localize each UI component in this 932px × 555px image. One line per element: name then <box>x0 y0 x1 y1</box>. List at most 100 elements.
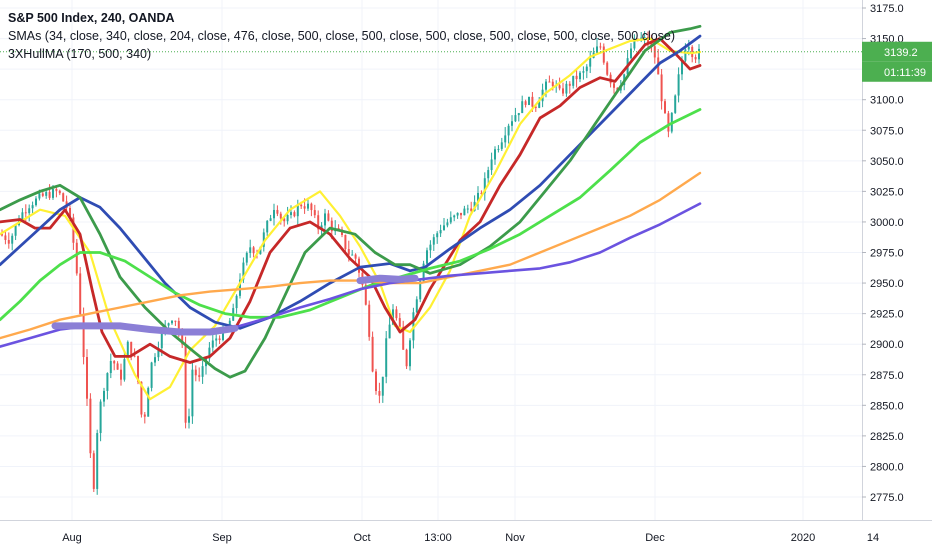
candle-body <box>106 373 109 391</box>
candle-body <box>504 135 507 143</box>
time-tick-label: Aug <box>62 532 82 544</box>
candle-body <box>497 148 500 150</box>
candle-body <box>31 205 34 209</box>
price-badge: 3139.2 01:11:39 <box>862 41 932 82</box>
candle-body <box>558 85 561 89</box>
candle-body <box>602 46 605 63</box>
sma-indicator-label[interactable]: SMAs (34, close, 340, close, 204, close,… <box>8 29 676 43</box>
candle-body <box>303 206 306 209</box>
time-tick-label: Dec <box>645 532 665 544</box>
candle-body <box>487 170 490 179</box>
candle-body <box>235 295 238 309</box>
candle-body <box>684 49 687 61</box>
candle-body <box>681 60 683 75</box>
candle-body <box>58 190 61 194</box>
candle-body <box>320 225 323 230</box>
price-tick-label: 2875.0 <box>870 370 904 382</box>
price-tick-label: 2775.0 <box>870 492 904 504</box>
price-tick-label: 2950.0 <box>870 278 904 290</box>
candle-body <box>606 62 609 75</box>
candle-body <box>62 193 65 202</box>
candle-body <box>126 341 129 360</box>
candle-body <box>249 247 252 253</box>
candle-body <box>198 375 201 377</box>
time-tick-label: Sep <box>212 532 232 544</box>
time-tick-label: 2020 <box>791 532 815 544</box>
candle-body <box>582 71 585 73</box>
candle-body <box>177 320 180 333</box>
candle-body <box>286 215 289 222</box>
candle-body <box>449 217 452 223</box>
candle-body <box>191 369 194 417</box>
time-tick-label: 14 <box>867 532 879 544</box>
candle-body <box>140 381 143 415</box>
time-axis[interactable]: Aug Sep Oct 13:00 Nov Dec 2020 14 <box>0 520 932 550</box>
price-tick-label: 2900.0 <box>870 339 904 351</box>
price-badge-value: 3139.2 <box>884 47 918 59</box>
symbol-title[interactable]: S&P 500 Index, 240, OANDA <box>8 11 175 25</box>
candle-body <box>96 433 99 489</box>
candle-body <box>409 340 411 367</box>
price-tick-label: 2800.0 <box>870 461 904 473</box>
candle-body <box>381 376 384 396</box>
candle-body <box>276 209 279 214</box>
candle-body <box>371 336 374 372</box>
candle-body <box>354 254 357 259</box>
candle-body <box>239 279 241 296</box>
candle-body <box>388 324 391 339</box>
hull-indicator-label[interactable]: 3XHullMA (170, 500, 340) <box>8 47 152 61</box>
candle-body <box>184 344 187 423</box>
candle-body <box>279 213 282 219</box>
candle-body <box>41 193 44 196</box>
candle-body <box>575 75 578 80</box>
indicator-line-3 <box>0 24 702 379</box>
candle-body <box>660 74 663 102</box>
candle-body <box>429 244 432 251</box>
indicator-line-7 <box>51 322 239 336</box>
candle-body <box>69 208 71 218</box>
candle-body <box>463 208 466 216</box>
candle-body <box>480 192 483 194</box>
candle-body <box>538 101 541 108</box>
candle-body <box>310 203 313 211</box>
candle-body <box>28 208 31 214</box>
candle-body <box>167 323 170 326</box>
candle-body <box>378 391 381 396</box>
candle-body <box>252 247 255 254</box>
candle-body <box>422 263 425 282</box>
candle-body <box>317 215 320 230</box>
candle-body <box>643 37 646 39</box>
candle-body <box>157 348 160 358</box>
candle-body <box>585 66 588 72</box>
countdown-badge-box <box>862 61 932 82</box>
candle-body <box>511 121 513 126</box>
candle-body <box>589 58 592 67</box>
candle-body <box>120 369 122 380</box>
candle-body <box>86 357 88 399</box>
candle-body <box>687 46 690 50</box>
price-badge-box <box>862 41 932 62</box>
candle-body <box>181 332 184 345</box>
candle-body <box>694 57 697 60</box>
candle-body <box>599 46 602 48</box>
price-axis[interactable]: 2775.0 2800.0 2825.0 2850.0 2875.0 2900.0 2925… <box>862 0 932 550</box>
candle-body <box>242 262 245 280</box>
candle-body <box>174 320 177 322</box>
candle-body <box>45 192 48 196</box>
candle-body <box>664 101 666 114</box>
candle-body <box>405 349 408 367</box>
candle-body <box>426 250 428 264</box>
candle-body <box>514 115 517 122</box>
candle-body <box>35 198 37 206</box>
candle-body <box>79 273 82 315</box>
candle-body <box>674 95 677 113</box>
candle-body <box>528 96 530 105</box>
candle-body <box>208 347 211 359</box>
candle-body <box>24 212 27 214</box>
indicator-line-8 <box>356 274 419 285</box>
price-axis-bg <box>862 0 932 550</box>
candle-body <box>109 361 112 374</box>
price-tick-label: 2925.0 <box>870 309 904 321</box>
